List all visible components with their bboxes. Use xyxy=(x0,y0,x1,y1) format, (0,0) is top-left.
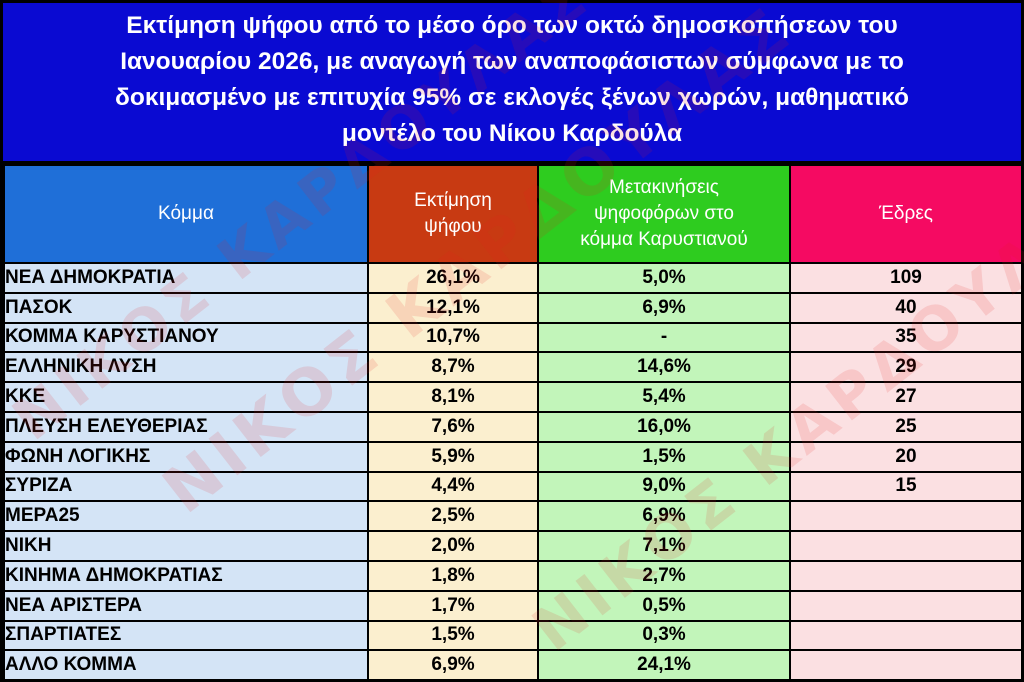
movement-cell: 0,3% xyxy=(537,619,791,652)
vote-cell: 26,1% xyxy=(367,262,539,294)
party-cell: ΦΩΝΗ ΛΟΓΙΚΗΣ xyxy=(3,440,369,473)
table-row: ΝΕΑ ΔΗΜΟΚΡΑΤΙΑ 26,1% 5,0% 109 xyxy=(3,262,1023,294)
movement-cell: 14,6% xyxy=(537,351,791,384)
party-cell: ΑΛΛΟ ΚΟΜΜΑ xyxy=(3,649,369,682)
movement-cell: 5,4% xyxy=(537,381,791,413)
party-cell: ΝΕΑ ΑΡΙΣΤΕΡΑ xyxy=(3,589,369,622)
vote-cell: 8,1% xyxy=(367,381,539,413)
vote-cell: 2,5% xyxy=(367,500,539,533)
header-vote-estimate: Εκτίμηση ψήφου xyxy=(367,164,539,264)
seats-cell xyxy=(789,649,1023,682)
table-row: ΚΟΜΜΑ ΚΑΡΥΣΤΙΑΝΟΥ 10,7% - 35 xyxy=(3,321,1023,354)
header-seats: Έδρες xyxy=(789,164,1023,264)
header-vote-label: Εκτίμηση xyxy=(414,190,492,211)
vote-cell: 10,7% xyxy=(367,321,539,354)
header-voter-movement: Μετακινήσεις ψηφοφόρων στο κόμμα Καρυστι… xyxy=(537,164,791,264)
header-party: Κόμμα xyxy=(3,164,369,264)
movement-cell: 24,1% xyxy=(537,649,791,682)
table-row: ΦΩΝΗ ΛΟΓΙΚΗΣ 5,9% 1,5% 20 xyxy=(3,440,1023,473)
party-cell: ΝΙΚΗ xyxy=(3,530,369,562)
seats-cell xyxy=(789,530,1023,562)
results-table: Κόμμα Εκτίμηση ψήφου Μετακινήσεις ψηφοφό… xyxy=(3,164,1023,682)
vote-cell: 1,7% xyxy=(367,589,539,622)
movement-cell: 6,9% xyxy=(537,500,791,533)
seats-cell: 20 xyxy=(789,440,1023,473)
party-cell: ΝΕΑ ΔΗΜΟΚΡΑΤΙΑ xyxy=(3,262,369,294)
table-row: ΚΙΝΗΜΑ ΔΗΜΟΚΡΑΤΙΑΣ 1,8% 2,7% xyxy=(3,559,1023,592)
header-move-label: Μετακινήσεις xyxy=(609,177,719,198)
seats-cell: 27 xyxy=(789,381,1023,413)
vote-cell: 5,9% xyxy=(367,440,539,473)
table-row: ΣΠΑΡΤΙΑΤΕΣ 1,5% 0,3% xyxy=(3,619,1023,652)
seats-cell xyxy=(789,559,1023,592)
party-cell: ΚΟΜΜΑ ΚΑΡΥΣΤΙΑΝΟΥ xyxy=(3,321,369,354)
seats-cell: 40 xyxy=(789,291,1023,324)
seats-cell: 109 xyxy=(789,262,1023,294)
title-line: Ιανουαρίου 2026, με αναγωγή των αναποφάσ… xyxy=(120,48,904,75)
table-row: ΚΚΕ 8,1% 5,4% 27 xyxy=(3,381,1023,413)
party-cell: ΕΛΛΗΝΙΚΗ ΛΥΣΗ xyxy=(3,351,369,384)
table-row: ΝΕΑ ΑΡΙΣΤΕΡΑ 1,7% 0,5% xyxy=(3,589,1023,622)
vote-cell: 12,1% xyxy=(367,291,539,324)
title-line: μοντέλο του Νίκου Καρδούλα xyxy=(341,120,683,147)
party-cell: ΚΙΝΗΜΑ ΔΗΜΟΚΡΑΤΙΑΣ xyxy=(3,559,369,592)
seats-cell: 15 xyxy=(789,470,1023,503)
movement-cell: 1,5% xyxy=(537,440,791,473)
seats-cell: 25 xyxy=(789,410,1023,443)
table-row: ΠΛΕΥΣΗ ΕΛΕΥΘΕΡΙΑΣ 7,6% 16,0% 25 xyxy=(3,410,1023,443)
seats-cell xyxy=(789,619,1023,652)
seats-cell: 35 xyxy=(789,321,1023,354)
seats-cell: 29 xyxy=(789,351,1023,384)
table-row: ΠΑΣΟΚ 12,1% 6,9% 40 xyxy=(3,291,1023,324)
party-cell: ΜΕΡΑ25 xyxy=(3,500,369,533)
vote-cell: 2,0% xyxy=(367,530,539,562)
movement-cell: 0,5% xyxy=(537,589,791,622)
header-vote-label: ψήφου xyxy=(424,216,482,237)
table-row: ΕΛΛΗΝΙΚΗ ΛΥΣΗ 8,7% 14,6% 29 xyxy=(3,351,1023,384)
movement-cell: 16,0% xyxy=(537,410,791,443)
title-line: Εκτίμηση ψήφου από το μέσο όρο των οκτώ … xyxy=(126,12,898,39)
seats-cell xyxy=(789,500,1023,533)
header-seats-label: Έδρες xyxy=(879,203,933,224)
table-header-row: Κόμμα Εκτίμηση ψήφου Μετακινήσεις ψηφοφό… xyxy=(3,164,1023,264)
movement-cell: 6,9% xyxy=(537,291,791,324)
seats-cell xyxy=(789,589,1023,622)
vote-cell: 8,7% xyxy=(367,351,539,384)
party-cell: ΣΥΡΙΖΑ xyxy=(3,470,369,503)
movement-cell: - xyxy=(537,321,791,354)
vote-cell: 1,8% xyxy=(367,559,539,592)
party-cell: ΣΠΑΡΤΙΑΤΕΣ xyxy=(3,619,369,652)
party-cell: ΠΑΣΟΚ xyxy=(3,291,369,324)
title-line: δοκιμασμένο με επιτυχία 95% σε εκλογές ξ… xyxy=(115,84,909,111)
vote-cell: 1,5% xyxy=(367,619,539,652)
vote-cell: 7,6% xyxy=(367,410,539,443)
movement-cell: 2,7% xyxy=(537,559,791,592)
table-row: ΣΥΡΙΖΑ 4,4% 9,0% 15 xyxy=(3,470,1023,503)
vote-cell: 4,4% xyxy=(367,470,539,503)
header-party-label: Κόμμα xyxy=(158,203,214,224)
table-row: ΝΙΚΗ 2,0% 7,1% xyxy=(3,530,1023,562)
header-move-label: κόμμα Καρυστιανού xyxy=(580,229,748,250)
movement-cell: 5,0% xyxy=(537,262,791,294)
party-cell: ΠΛΕΥΣΗ ΕΛΕΥΘΕΡΙΑΣ xyxy=(3,410,369,443)
header-move-label: ψηφοφόρων στο xyxy=(594,203,734,224)
table-row: ΑΛΛΟ ΚΟΜΜΑ 6,9% 24,1% xyxy=(3,649,1023,682)
vote-cell: 6,9% xyxy=(367,649,539,682)
title-banner: Εκτίμηση ψήφου από το μέσο όρο των οκτώ … xyxy=(3,3,1021,161)
movement-cell: 9,0% xyxy=(537,470,791,503)
table-row: ΜΕΡΑ25 2,5% 6,9% xyxy=(3,500,1023,533)
movement-cell: 7,1% xyxy=(537,530,791,562)
party-cell: ΚΚΕ xyxy=(3,381,369,413)
